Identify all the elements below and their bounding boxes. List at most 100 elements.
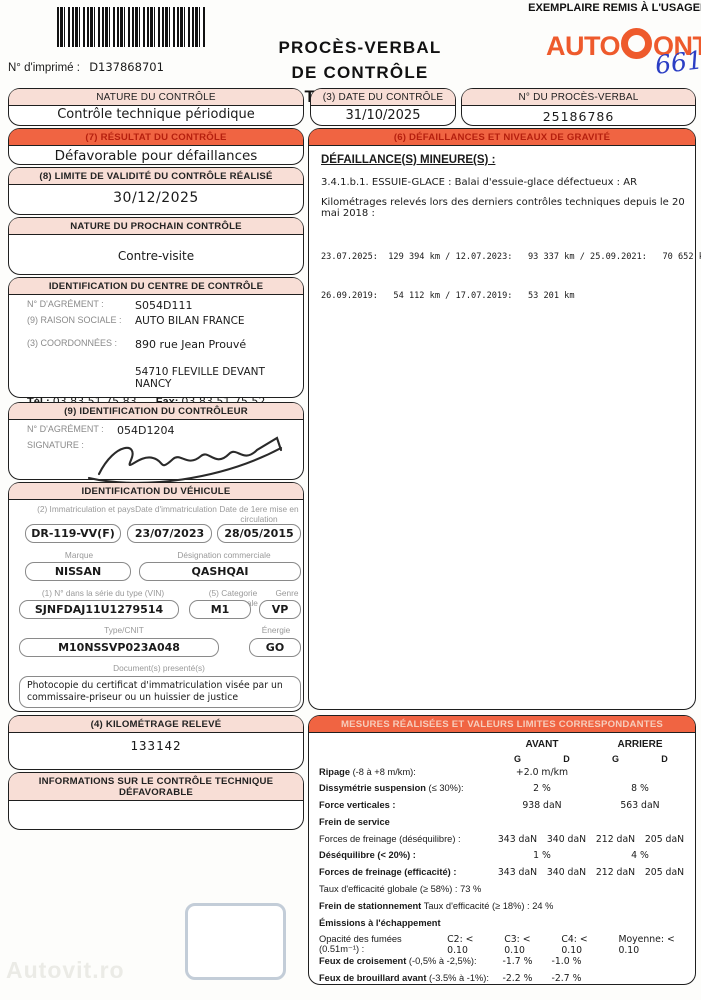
frein-stationnement-name: Frein de stationnement — [319, 900, 422, 911]
freinage-efficacite-arriere-d: 205 daN — [644, 867, 685, 879]
dissymetrie-range: (≤ 30%): — [425, 783, 464, 794]
prochain-controle-value: Contre-visite — [117, 248, 195, 263]
col-arriere-d: D — [661, 753, 668, 764]
centre-coordonnees-label: (3) COORDONNÉES : — [27, 337, 118, 348]
km-history-intro: Kilométrages relevés lors des derniers c… — [321, 196, 685, 219]
date-immat-label: Date d'immatriculation — [135, 503, 217, 514]
handwritten-number: 661 — [653, 45, 701, 80]
marque-value: NISSAN — [25, 561, 131, 581]
limite-validite-label: (8) LIMITE DE VALIDITÉ DU CONTRÔLE RÉALI… — [9, 168, 303, 185]
dissymetrie-avant: 2 % — [533, 783, 551, 795]
km-history-line2: 26.09.2019: 54 112 km / 17.07.2019: 53 2… — [321, 290, 575, 301]
controleur-signature-label: SIGNATURE : — [27, 439, 84, 450]
vehicule-box: IDENTIFICATION DU VÉHICULE (2) Immatricu… — [8, 482, 304, 712]
controleur-agrement-label: N° D'AGRÉMENT : — [27, 423, 104, 434]
date-circulation-label: Date de 1ere mise en circulation — [219, 503, 299, 524]
opacite-name: Opacité des fumées (0.51m⁻¹) : — [319, 934, 402, 955]
brouillard-g: -2.2 % — [502, 973, 533, 985]
kilometrage-label: (4) KILOMÉTRAGE RELEVÉ — [9, 716, 303, 733]
row-taux-globale: Taux d'efficacité globale (≥ 58%) : 73 % — [319, 884, 689, 901]
infos-defavorable-box: INFORMATIONS SUR LE CONTRÔLE TECHNIQUE D… — [8, 772, 304, 830]
documents-value: Photocopie du certificat d'immatriculati… — [19, 675, 301, 708]
immatriculation-label: (2) Immatriculation et pays — [37, 503, 135, 514]
nature-controle-label: NATURE DU CONTRÔLE — [9, 89, 303, 106]
forces-verticales-arriere: 563 daN — [620, 800, 660, 812]
freinage-desequilibre-arriere-d: 205 daN — [644, 833, 685, 845]
immatriculation-value: DR-119-VV(F) — [25, 523, 121, 543]
infos-defavorable-label: INFORMATIONS SUR LE CONTRÔLE TECHNIQUE D… — [9, 773, 303, 801]
mesures-box: MESURES RÉALISÉES ET VALEURS LIMITES COR… — [308, 715, 696, 985]
centre-raison-value: AUTO BILAN FRANCE — [135, 314, 245, 327]
controleur-label: (9) IDENTIFICATION DU CONTRÔLEUR — [9, 403, 303, 420]
energie-value: GO — [249, 637, 301, 657]
croisement-g: -1.7 % — [502, 956, 533, 968]
row-opacite: Opacité des fumées (0.51m⁻¹) : C2: < 0.1… — [319, 934, 689, 956]
ripage-range: (-8 à +8 m/km): — [350, 766, 416, 777]
genre-label: Genre — [275, 587, 299, 598]
frein-service-name: Frein de service — [319, 816, 390, 827]
stamp-placeholder-box — [185, 903, 286, 980]
barcode — [57, 7, 205, 47]
desequilibre-avant: 1 % — [533, 850, 551, 862]
controleur-signature — [87, 435, 283, 484]
row-forces-verticales: Force verticales : 938 daN 563 daN — [319, 800, 689, 817]
col-avant-g: G — [513, 753, 521, 764]
centre-agrement-label: N° D'AGRÉMENT : — [27, 298, 104, 309]
croisement-d: -1.0 % — [551, 956, 582, 968]
forces-verticales-name: Force verticales : — [319, 800, 396, 811]
print-number-label: N° d'imprimé : — [8, 62, 80, 74]
nature-controle-box: NATURE DU CONTRÔLE Contrôle technique pé… — [8, 88, 304, 126]
kilometrage-value: 133142 — [130, 737, 182, 753]
logo-text-auto: AUTO — [546, 31, 621, 61]
categorie-value: M1 — [189, 599, 251, 619]
resultat-label: (7) RÉSULTAT DU CONTRÔLE — [9, 129, 303, 146]
autocontrol-logo: AUTO ONTROL — [546, 28, 701, 62]
opacite-c2: C2: < 0.10 — [447, 934, 474, 957]
brouillard-range: (-3.5% à -1%): — [426, 973, 489, 984]
controleur-agrement-value: 054D1204 — [117, 423, 175, 437]
croisement-range: (-0,5% à -2,5%): — [406, 956, 477, 967]
emissions-name: Émissions à l'échappement — [319, 917, 441, 928]
desequilibre-name: Déséquilibre (< 20%) : — [319, 850, 416, 861]
row-freinage-desequilibre: Forces de freinage (déséquilibre) : 343 … — [319, 834, 689, 851]
croisement-name: Feux de croisement — [319, 956, 407, 967]
centre-adresse1: 890 rue Jean Prouvé — [135, 337, 247, 351]
print-number-value: D137868701 — [89, 60, 164, 74]
ripage-name: Ripage — [319, 766, 350, 777]
vin-label: (1) N° dans la série du type (VIN) — [41, 587, 165, 598]
freinage-efficacite-avant-d: 340 daN — [546, 867, 587, 879]
ripage-value: +2.0 m/km — [515, 766, 569, 778]
mesures-label: MESURES RÉALISÉES ET VALEURS LIMITES COR… — [309, 716, 695, 733]
energie-label: Énergie — [261, 624, 291, 635]
frein-stationnement-rest: Taux d'efficacité (≥ 18%) : 24 % — [421, 900, 554, 911]
numero-pv-label: N° DU PROCÈS-VERBAL — [462, 89, 695, 106]
row-emissions: Émissions à l'échappement — [319, 918, 689, 935]
km-history-line1: 23.07.2025: 129 394 km / 12.07.2023: 93 … — [321, 252, 701, 263]
resultat-box: (7) RÉSULTAT DU CONTRÔLE Défavorable pou… — [8, 128, 304, 165]
freinage-desequilibre-avant-d: 340 daN — [546, 833, 587, 845]
numero-pv-value: 25186786 — [542, 108, 615, 124]
genre-value: VP — [259, 599, 301, 619]
limite-validite-box: (8) LIMITE DE VALIDITÉ DU CONTRÔLE RÉALI… — [8, 167, 304, 215]
documents-label: Document(s) presenté(s) — [113, 662, 205, 673]
opacite-moyenne: Moyenne: < 0.10 — [618, 934, 675, 957]
page-title-line1: PROCÈS-VERBAL — [278, 38, 442, 57]
freinage-efficacite-name: Forces de freinage (efficacité) : — [319, 867, 457, 878]
defaillances-box: (6) DÉFAILLANCES ET NIVEAUX DE GRAVITÉ D… — [308, 128, 701, 710]
brouillard-name: Feux de brouillard avant — [319, 973, 427, 984]
date-controle-label: (3) DATE DU CONTRÔLE — [311, 89, 455, 106]
date-controle-box: (3) DATE DU CONTRÔLE 31/10/2025 — [310, 88, 456, 126]
centre-raison-label: (9) RAISON SOCIALE : — [27, 314, 122, 325]
centre-agrement-value: S054D111 — [135, 298, 193, 312]
limite-validite-value: 30/12/2025 — [113, 189, 199, 206]
designation-label: Désignation commerciale — [177, 549, 271, 560]
row-feux-croisement: Feux de croisement (-0,5% à -2,5%): -1.7… — [319, 956, 689, 973]
col-avant-d: D — [563, 753, 570, 764]
taux-globale-text: Taux d'efficacité globale (≥ 58%) : 73 % — [319, 884, 482, 895]
date-controle-value: 31/10/2025 — [345, 107, 421, 123]
type-cnit-value: M10NSSVP023A048 — [19, 637, 219, 657]
defaillances-label: (6) DÉFAILLANCES ET NIVEAUX DE GRAVITÉ — [309, 129, 695, 146]
dissymetrie-arriere: 8 % — [631, 783, 649, 795]
forces-verticales-avant: 938 daN — [522, 800, 562, 812]
